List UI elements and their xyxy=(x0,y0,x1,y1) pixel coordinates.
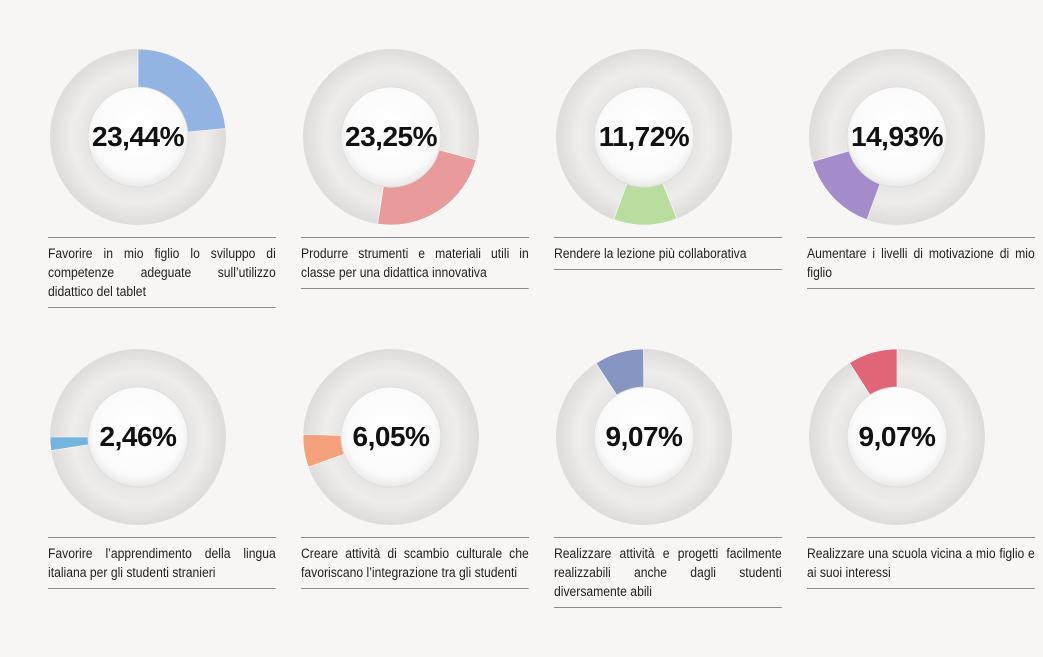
donut-hole xyxy=(340,86,442,188)
donut-hole xyxy=(87,86,189,188)
donut-caption-text: Realizzare attività e progetti facilment… xyxy=(554,538,782,608)
donut-hole xyxy=(593,386,695,488)
donut-svg xyxy=(303,49,479,226)
donut-caption: Aumentare i livelli di motivazione di mi… xyxy=(807,237,1035,289)
donut-caption-text: Aumentare i livelli di motivazione di mi… xyxy=(807,238,1035,289)
donut-svg xyxy=(809,348,985,525)
donut-caption: Realizzare una scuola vicina a mio figli… xyxy=(807,537,1035,589)
donut-svg xyxy=(809,49,985,225)
donut-caption: Realizzare attività e progetti facilment… xyxy=(554,537,782,608)
donut-caption: Creare attività di scambio culturale che… xyxy=(301,537,529,589)
donut-svg xyxy=(302,349,479,525)
donut-caption-text: Rendere la lezione più collaborativa xyxy=(554,238,782,270)
donut-caption: Rendere la lezione più collaborativa xyxy=(554,237,782,270)
donut-caption: Favorire in mio figlio lo sviluppo di co… xyxy=(48,237,276,308)
donut-svg xyxy=(556,49,732,226)
donut-caption-text: Creare attività di scambio culturale che… xyxy=(301,538,529,589)
donut-hole xyxy=(846,386,948,488)
donut-hole xyxy=(87,386,189,488)
donut-hole xyxy=(340,386,442,488)
donut-svg xyxy=(556,348,732,525)
donut-caption-text: Realizzare una scuola vicina a mio figli… xyxy=(807,538,1035,589)
donut-svg xyxy=(49,349,226,525)
donut-caption-text: Favorire l’apprendimento della lingua it… xyxy=(48,538,276,589)
donut-caption: Produrre strumenti e materiali utili in … xyxy=(301,237,529,289)
donut-caption: Favorire l’apprendimento della lingua it… xyxy=(48,537,276,589)
donut-caption-text: Favorire in mio figlio lo sviluppo di co… xyxy=(48,238,276,308)
donut-hole xyxy=(846,86,948,188)
donut-svg xyxy=(50,48,226,225)
donut-hole xyxy=(593,86,695,188)
donut-caption-text: Produrre strumenti e materiali utili in … xyxy=(301,238,529,289)
